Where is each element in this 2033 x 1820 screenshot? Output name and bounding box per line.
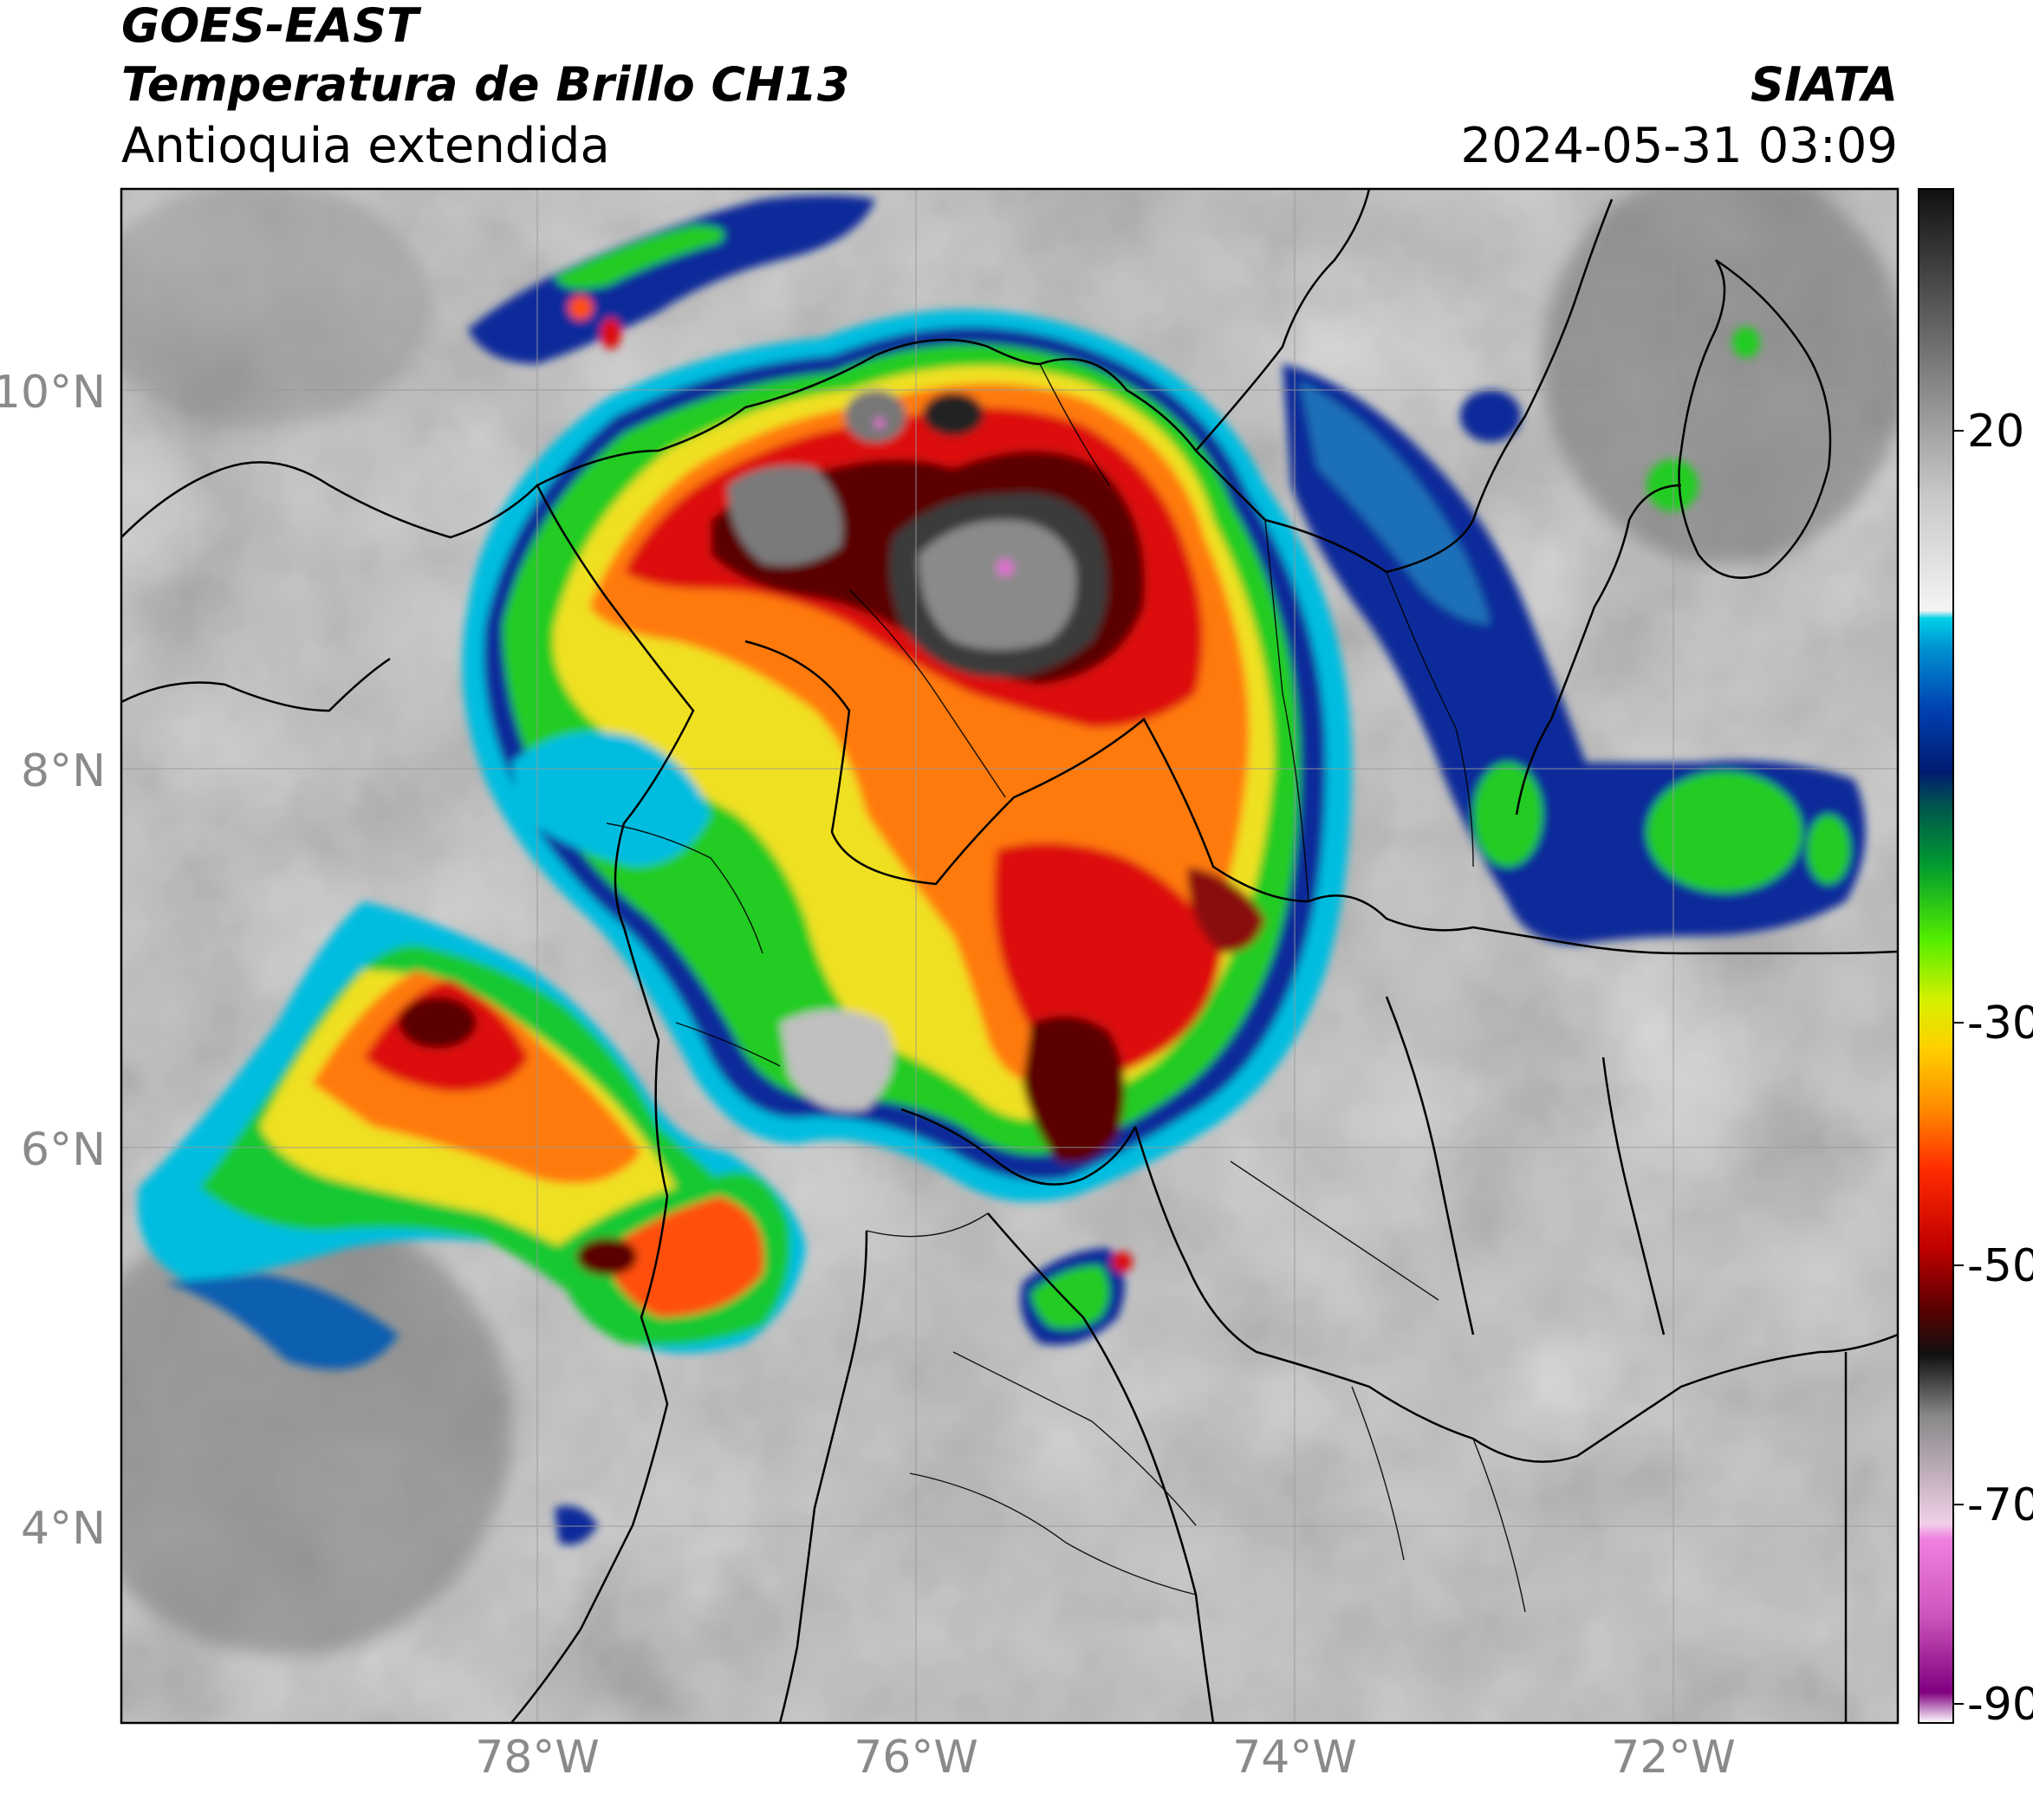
- satellite-title: GOES-EAST: [121, 0, 419, 53]
- region-subtitle: Antioquia extendida: [121, 118, 610, 174]
- lon-tick-78: 78°W: [475, 1732, 600, 1784]
- lon-tick-74: 74°W: [1232, 1732, 1357, 1784]
- lat-tick-6: 6°N: [21, 1124, 106, 1176]
- product-title: Temperatura de Brillo CH13: [121, 57, 850, 112]
- colorbar-tick-minus50: -50: [1967, 1240, 2033, 1292]
- colorbar-tick-minus90: -90: [1967, 1679, 2033, 1731]
- west-storm: [137, 901, 806, 1369]
- agency-label: SIATA: [1750, 57, 1898, 112]
- lat-tick-4: 4°N: [21, 1503, 106, 1555]
- colorbar-tick-20: 20: [1967, 406, 2024, 458]
- boundaries: [121, 189, 1898, 1723]
- datetime-label: 2024-05-31 03:09: [1460, 118, 1898, 174]
- graticule: [121, 189, 1898, 1723]
- south-cell: [555, 1248, 1133, 1545]
- central-storm: [462, 309, 1353, 1202]
- lat-tick-10: 10°N: [0, 367, 106, 419]
- northeast-band: [1283, 327, 1866, 945]
- map-field: [121, 189, 1898, 1723]
- colorbar-gradient: [1918, 188, 1954, 1724]
- subdivisions: [606, 363, 1526, 1613]
- lon-tick-76: 76°W: [854, 1732, 978, 1784]
- plot-frame: [120, 187, 1900, 1725]
- colorbar-tick-minus30: -30: [1967, 998, 2033, 1050]
- lon-tick-72: 72°W: [1611, 1732, 1736, 1784]
- northern-band: [468, 195, 875, 364]
- colorbar: 20 -30 -50 -70 -90: [1918, 188, 2033, 1731]
- lat-tick-8: 8°N: [21, 745, 106, 797]
- colorbar-tick-minus70: -70: [1967, 1479, 2033, 1531]
